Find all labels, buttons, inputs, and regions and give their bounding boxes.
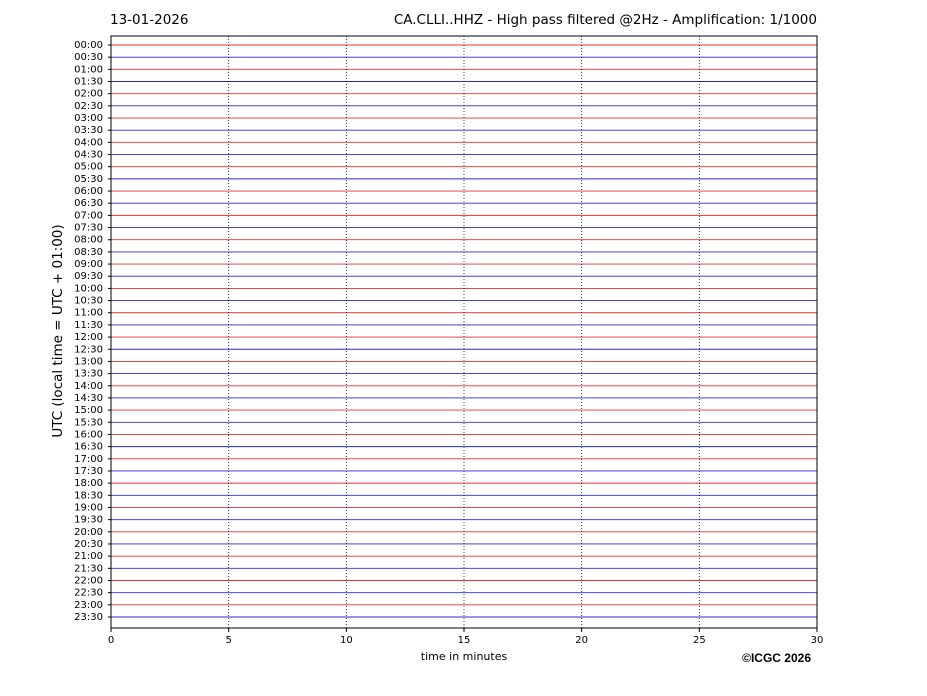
y-tick-label: 17:00 — [74, 454, 103, 465]
y-tick-label: 23:30 — [74, 612, 103, 623]
y-tick-label: 20:00 — [74, 527, 103, 538]
y-tick-label: 14:00 — [74, 381, 103, 392]
y-tick-label: 04:00 — [74, 137, 103, 148]
y-axis-label: UTC (local time = UTC + 01:00) — [50, 224, 66, 437]
y-tick-label: 15:00 — [74, 405, 103, 416]
x-axis-label: time in minutes — [421, 650, 508, 663]
y-tick-label: 04:30 — [74, 150, 103, 161]
y-tick-label: 03:00 — [74, 113, 103, 124]
y-tick-label: 10:00 — [74, 283, 103, 294]
x-tick-label: 15 — [458, 635, 471, 646]
y-tick-label: 11:00 — [74, 308, 103, 319]
y-tick-label: 15:30 — [74, 417, 103, 428]
y-tick-label: 13:00 — [74, 356, 103, 367]
y-tick-label: 07:00 — [74, 210, 103, 221]
y-tick-label: 02:30 — [74, 101, 103, 112]
y-tick-label: 16:30 — [74, 442, 103, 453]
y-tick-label: 09:00 — [74, 259, 103, 270]
y-tick-label: 09:30 — [74, 271, 103, 282]
y-tick-label: 02:00 — [74, 89, 103, 100]
y-tick-label: 14:30 — [74, 393, 103, 404]
y-tick-label: 13:30 — [74, 369, 103, 380]
x-tick-label: 5 — [225, 635, 231, 646]
y-tick-label: 12:00 — [74, 332, 103, 343]
x-tick-label: 0 — [108, 635, 114, 646]
x-tick-label: 10 — [340, 635, 353, 646]
y-tick-label: 21:30 — [74, 563, 103, 574]
credit: ©ICGC 2026 — [742, 651, 811, 665]
y-tick-label: 08:00 — [74, 235, 103, 246]
y-tick-label: 01:30 — [74, 77, 103, 88]
y-tick-label: 10:30 — [74, 296, 103, 307]
y-tick-label: 08:30 — [74, 247, 103, 258]
plot-frame — [110, 35, 818, 629]
y-tick-label: 19:30 — [74, 515, 103, 526]
date: 13-01-2026 — [110, 12, 188, 28]
y-tick-label: 05:00 — [74, 162, 103, 173]
x-tick-label: 25 — [693, 635, 706, 646]
y-tick-label: 18:00 — [74, 478, 103, 489]
y-tick-label: 06:00 — [74, 186, 103, 197]
y-tick-label: 19:00 — [74, 502, 103, 513]
x-tick-label: 20 — [575, 635, 588, 646]
x-tick-label: 30 — [811, 635, 824, 646]
y-tick-label: 11:30 — [74, 320, 103, 331]
y-tick-label: 20:30 — [74, 539, 103, 550]
chart-title: CA.CLLI..HHZ - High pass filtered @2Hz -… — [394, 12, 817, 28]
y-tick-label: 05:30 — [74, 174, 103, 185]
y-tick-label: 07:30 — [74, 223, 103, 234]
y-tick-label: 22:30 — [74, 588, 103, 599]
y-tick-label: 21:00 — [74, 551, 103, 562]
y-tick-label: 22:00 — [74, 575, 103, 586]
y-tick-label: 18:30 — [74, 490, 103, 501]
y-tick-label: 23:00 — [74, 600, 103, 611]
y-tick-label: 12:30 — [74, 344, 103, 355]
y-tick-label: 03:30 — [74, 125, 103, 136]
y-tick-label: 00:30 — [74, 52, 103, 63]
y-tick-label: 06:30 — [74, 198, 103, 209]
y-tick-label: 17:30 — [74, 466, 103, 477]
y-tick-label: 01:00 — [74, 64, 103, 75]
y-tick-label: 00:00 — [74, 40, 103, 51]
y-tick-label: 16:00 — [74, 429, 103, 440]
